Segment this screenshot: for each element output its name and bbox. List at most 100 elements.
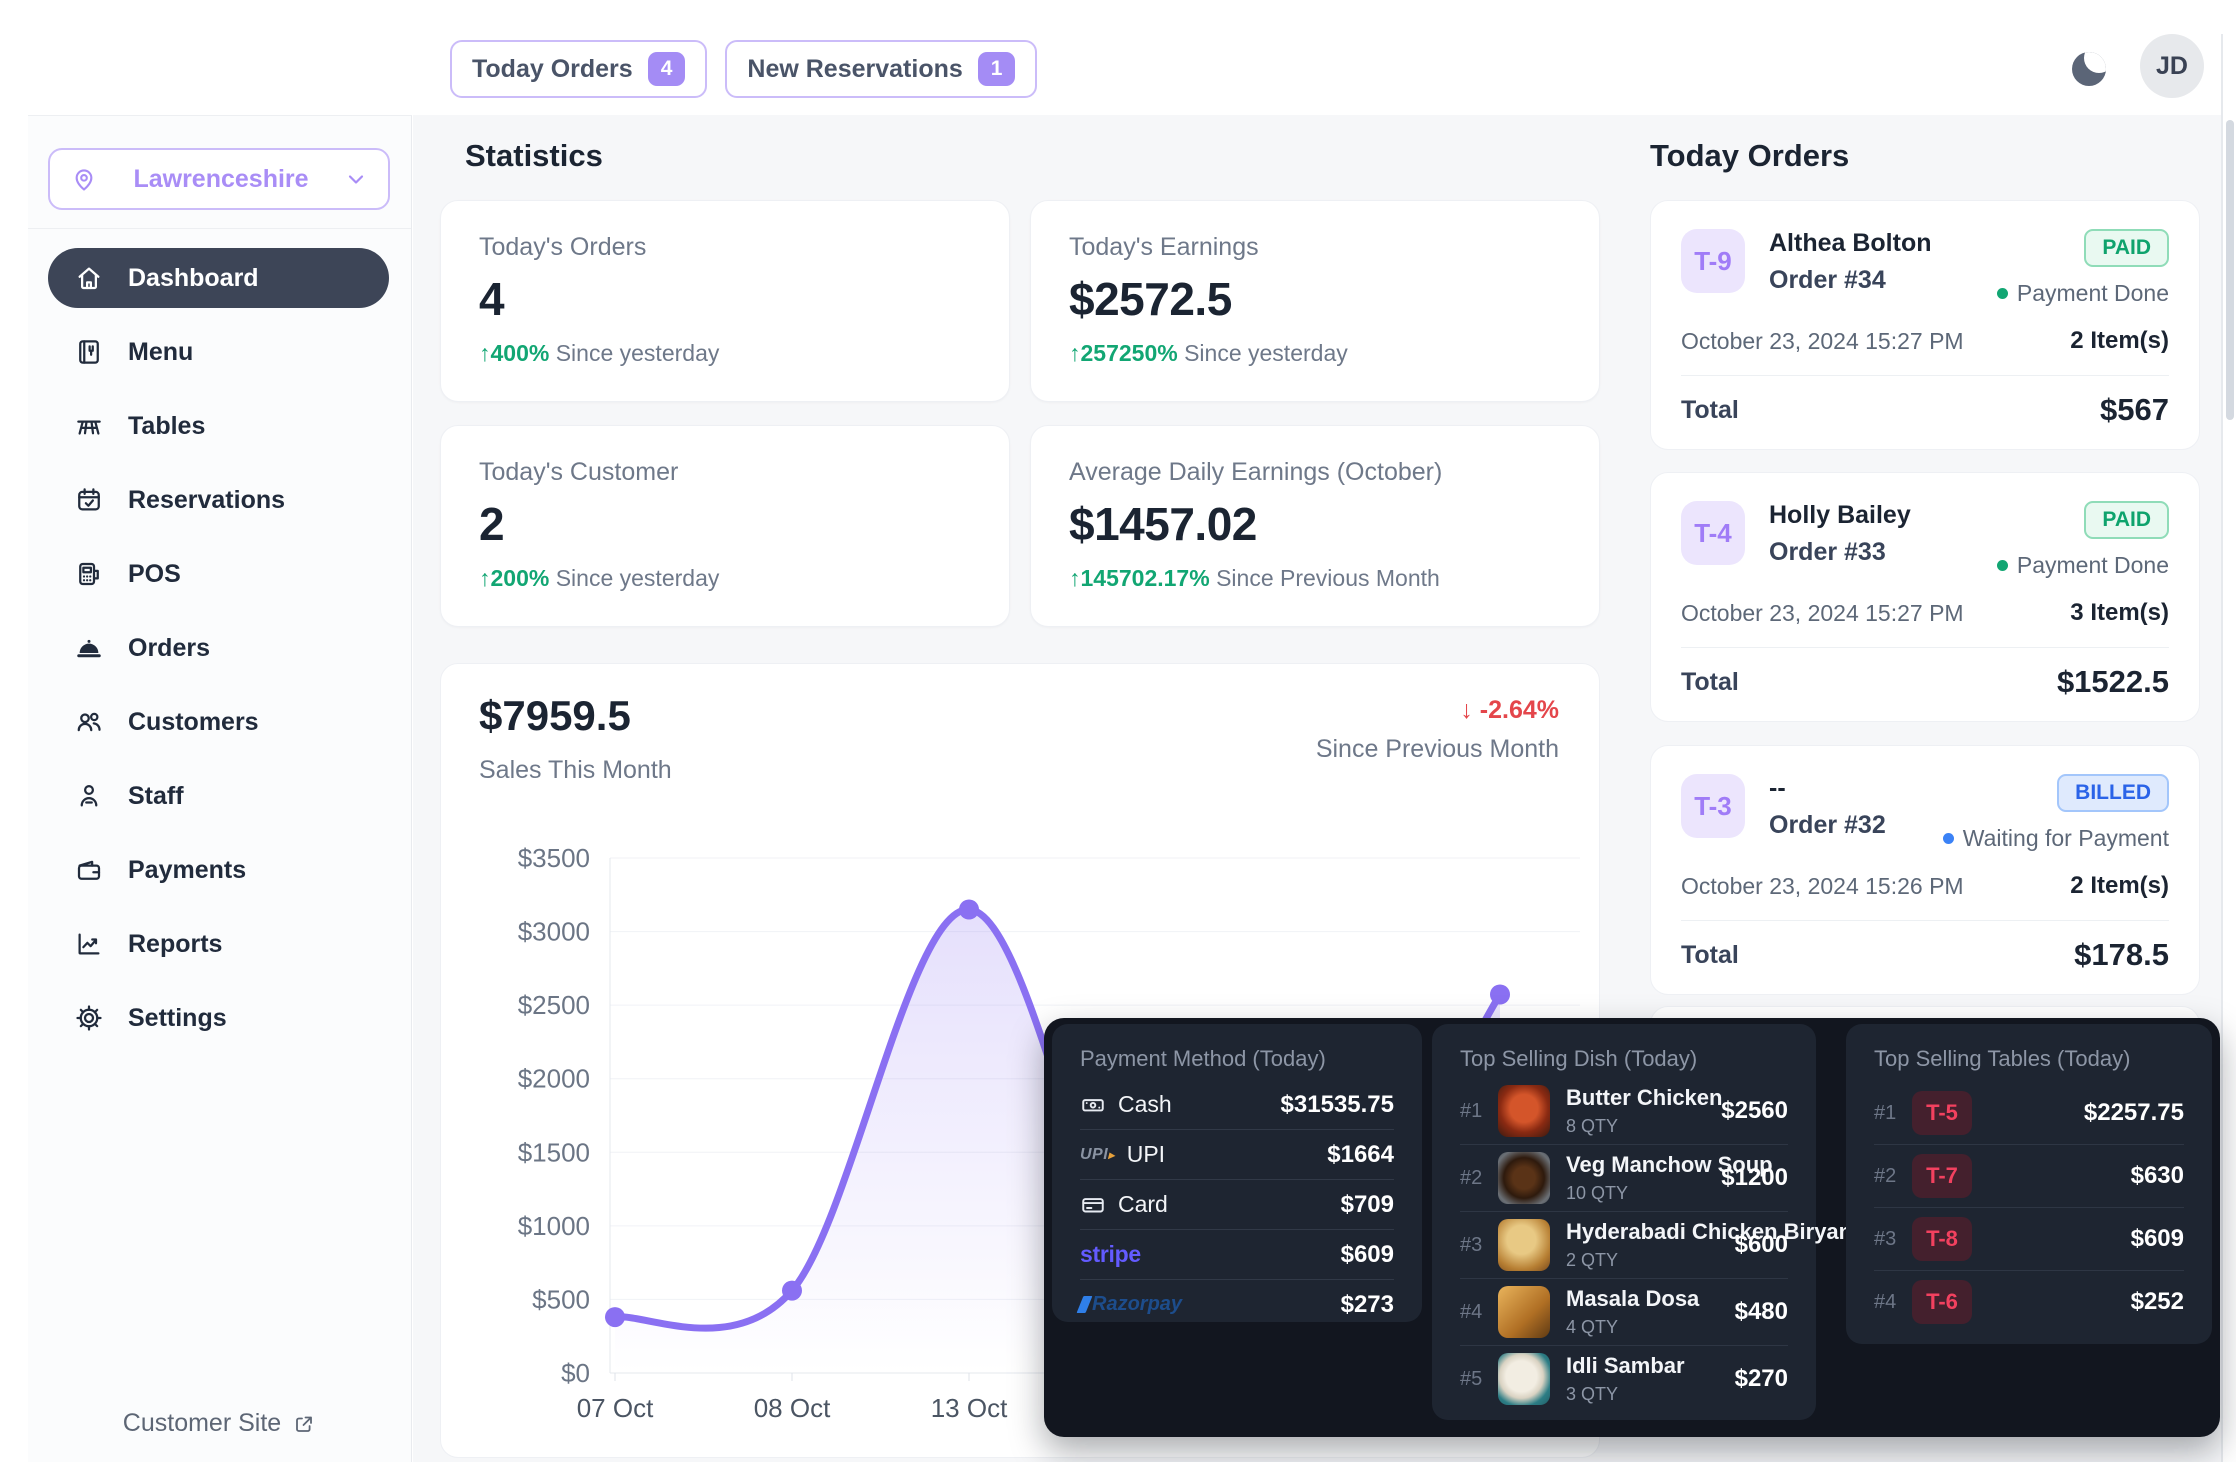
order-card[interactable]: T-9 Althea Bolton Order #34 PAID Payment… [1650,200,2200,450]
divider [1681,920,2169,921]
location-name: Lawrenceshire [133,164,309,193]
top-dish-row: #5 Idli Sambar 3 QTY $270 [1460,1346,1788,1412]
location-selector[interactable]: Lawrenceshire [48,148,390,210]
new-reservations-count-badge: 1 [977,52,1016,86]
menu-book-icon [74,337,104,367]
stat-card: Today's Customer 2 ↑200% Since yesterday [440,425,1010,627]
order-card[interactable]: T-4 Holly Bailey Order #33 PAID Payment … [1650,472,2200,722]
table-badge: T-5 [1912,1091,1972,1135]
arrow-up-icon: ↑ [479,340,491,366]
new-reservations-button[interactable]: New Reservations 1 [725,40,1038,98]
order-datetime: October 23, 2024 15:27 PM [1681,599,1964,626]
today-orders-button-label: Today Orders [472,54,633,83]
report-chart-icon [74,929,104,959]
table-value: $252 [2130,1288,2184,1315]
table-value: $609 [2130,1225,2184,1252]
payment-method-row: Cash $31535.75 [1080,1080,1394,1130]
rank-label: #2 [1460,1166,1483,1189]
arrow-up-icon: ↑ [479,565,491,591]
status-dot-icon [1996,560,2008,571]
chevron-down-icon [341,341,363,363]
payment-method-value: $709 [1340,1190,1394,1218]
data-point [782,1280,802,1301]
sidebar-item-label: Reservations [128,485,286,514]
payment-method-label: UPI [1126,1141,1166,1167]
sidebar-item-label: Settings [128,1003,227,1032]
upi-logo: UPI▸ [1080,1145,1115,1163]
payment-method-value: $609 [1340,1240,1394,1268]
payment-method-row: Card $709 [1080,1180,1394,1230]
dark-mode-toggle-moon-icon[interactable] [2072,52,2106,86]
cash-icon [1080,1092,1106,1118]
dish-value: $270 [1734,1365,1788,1392]
sidebar-item-pos[interactable]: POS [48,544,389,604]
order-datetime: October 23, 2024 15:27 PM [1681,327,1964,354]
stat-card-delta: ↑257250% Since yesterday [1069,340,1348,366]
status-badge: PAID [2084,501,2169,539]
sidebar-item-label: Payments [128,855,247,884]
sidebar-item-dashboard[interactable]: Dashboard [48,248,389,308]
credit-card-icon [1080,1192,1106,1218]
stat-card-value: 2 [479,498,505,550]
payment-method-label: Cash [1118,1091,1172,1117]
wallet-icon [74,855,104,885]
stat-card-delta: ↑400% Since yesterday [479,340,720,366]
scrollbar-thumb[interactable] [2226,120,2234,420]
total-value: $567 [2100,392,2169,427]
sidebar-item-label: Menu [128,337,194,366]
sidebar-item-label: Customers [128,707,259,736]
y-axis-tick-label: $3500 [518,843,590,873]
payment-method-panel: Payment Method (Today) Cash $31535.75 UPI▸… [1052,1024,1422,1322]
divider [1681,375,2169,376]
table-badge: T-9 [1681,229,1745,293]
status-dot-icon [1996,288,2008,299]
sidebar-item-settings[interactable]: Settings [48,988,389,1048]
dish-photo [1498,1085,1550,1137]
today-orders-title: Today Orders [1650,138,1850,173]
sidebar-item-reservations[interactable]: Reservations [48,470,389,530]
payment-method-value: $273 [1340,1290,1394,1318]
dish-photo [1498,1152,1550,1204]
status-badge: PAID [2084,229,2169,267]
status-dot-icon [1942,833,1954,844]
dish-name: Masala Dosa [1566,1286,1700,1311]
data-point [1490,984,1510,1005]
chevron-down-icon [341,415,363,437]
customer-site-link[interactable]: Customer Site [28,1409,411,1438]
sidebar-item-staff[interactable]: Staff [48,766,389,826]
order-card[interactable]: T-3 -- Order #32 BILLED Waiting for Paym… [1650,745,2200,995]
rank-label: #3 [1874,1227,1897,1250]
y-axis-tick-label: $1000 [518,1211,590,1241]
stat-card-value: $1457.02 [1069,498,1257,550]
stripe-logo: stripe [1080,1241,1141,1267]
dish-name: Veg Manchow Soup [1566,1152,1773,1177]
today-orders-button[interactable]: Today Orders 4 [450,40,708,98]
sidebar-item-reports[interactable]: Reports [48,914,389,974]
avatar[interactable]: JD [2140,34,2204,98]
dish-qty: 3 QTY [1566,1384,1619,1404]
rank-label: #1 [1874,1101,1897,1124]
sidebar-item-payments[interactable]: Payments [48,840,389,900]
top-selling-dish-panel: Top Selling Dish (Today) #1 Butter Chicke… [1432,1024,1858,1420]
order-number: Order #33 [1769,538,1886,566]
sidebar-divider [28,228,411,229]
today-orders-count-badge: 4 [647,52,686,86]
dish-value: $480 [1734,1298,1788,1325]
top-table-row: #3 T-8 $609 [1874,1208,2184,1271]
sidebar-item-customers[interactable]: Customers [48,692,389,752]
y-axis-tick-label: $2500 [518,990,590,1020]
stat-card-value: $2572.5 [1069,273,1232,325]
y-axis-tick-label: $0 [561,1358,590,1388]
dark-stats-overlay: Payment Method (Today) Cash $31535.75 UPI▸… [1044,1018,2220,1437]
pos-terminal-icon [74,559,104,589]
order-datetime: October 23, 2024 15:26 PM [1681,872,1964,899]
sidebar-item-orders[interactable]: Orders [48,618,389,678]
sidebar-item-tables[interactable]: Tables [48,396,389,456]
stat-card-delta: ↑200% Since yesterday [479,565,720,591]
sidebar-item-menu[interactable]: Menu [48,322,389,382]
stat-card-label: Today's Earnings [1069,233,1259,261]
map-pin-icon [75,169,93,191]
stat-card-delta: ↑145702.17% Since Previous Month [1069,565,1440,591]
order-number: Order #34 [1769,266,1886,294]
stat-card: Average Daily Earnings (October) $1457.02… [1030,425,1600,627]
